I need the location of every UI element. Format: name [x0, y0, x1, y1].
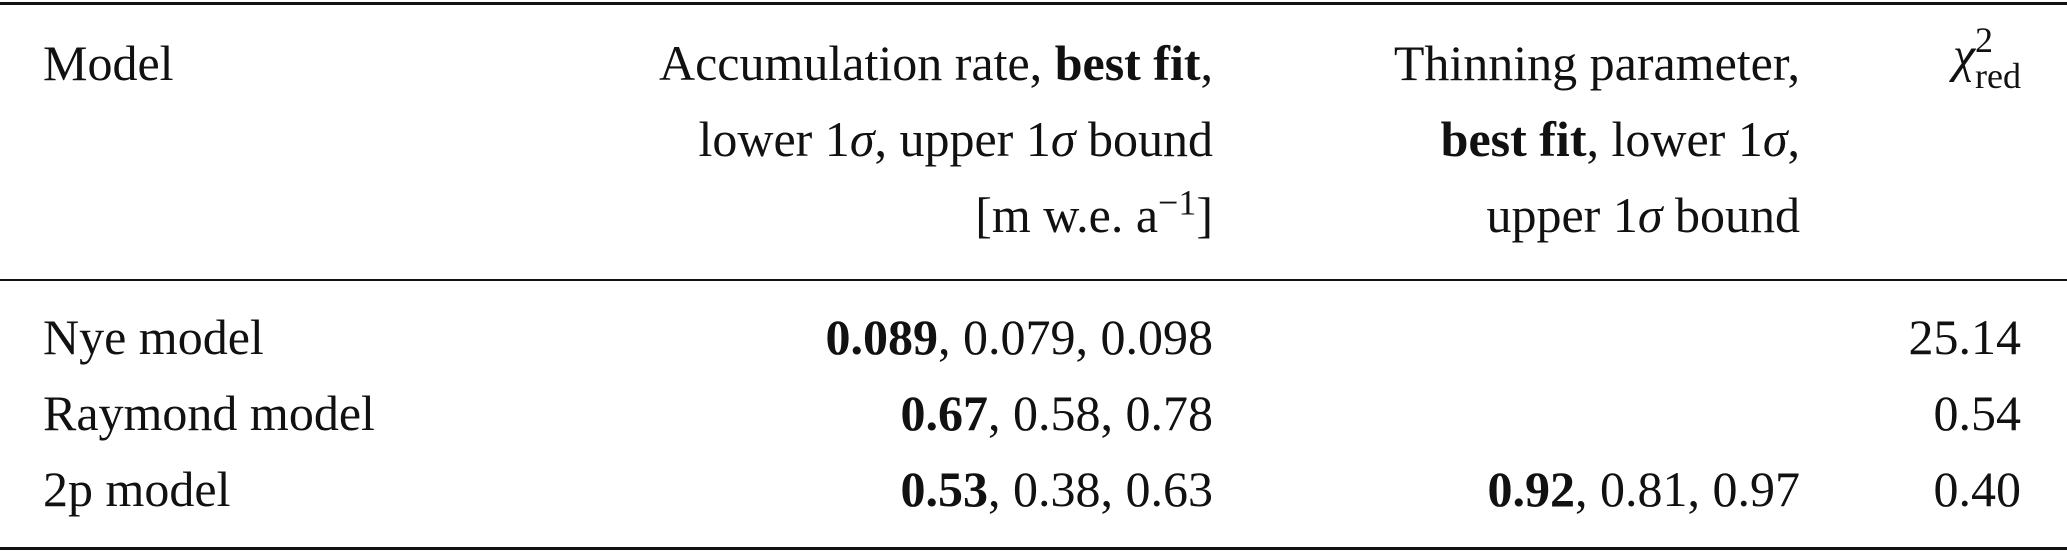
header-line: χ 2 red — [1953, 22, 2021, 96]
cell: 0.54 — [1934, 388, 2022, 438]
text-run: best fit — [1054, 35, 1201, 91]
text-run: Accumulation rate, — [659, 35, 1055, 91]
row-label: 2p model — [43, 464, 230, 514]
text-run: σ — [1762, 111, 1788, 167]
header-line: best fit, lower 1σ, — [1441, 114, 1800, 164]
text-run: ] — [1196, 187, 1213, 243]
text-run: [m w.e. a — [975, 187, 1159, 243]
top-rule — [0, 2, 2067, 5]
header-line: [m w.e. a−1] — [975, 184, 1213, 243]
text-run: χ — [1953, 26, 1976, 83]
cell: 0.92, 0.81, 0.97 — [1488, 464, 1801, 514]
text-run: , 0.81, 0.97 — [1575, 461, 1800, 517]
row-label: Nye model — [43, 312, 264, 362]
text-run: σ — [849, 111, 875, 167]
text-run: bound — [1662, 187, 1800, 243]
header-line: upper 1σ bound — [1486, 190, 1800, 240]
text-run: , — [1787, 111, 1801, 167]
header-line: lower 1σ, upper 1σ bound — [698, 114, 1213, 164]
header-line: Model — [43, 38, 174, 88]
cell: 0.53, 0.38, 0.63 — [901, 464, 1214, 514]
text-run: σ — [1050, 111, 1076, 167]
text-run: Raymond model — [43, 385, 375, 441]
text-run: bound — [1075, 111, 1213, 167]
text-run: −1 — [1158, 182, 1197, 223]
text-run: , 0.58, 0.78 — [988, 385, 1213, 441]
text-run: , lower 1 — [1586, 111, 1763, 167]
text-run: Thinning parameter, — [1393, 35, 1800, 91]
text-run: 0.54 — [1933, 385, 2022, 441]
text-run: red — [1975, 56, 2021, 96]
cell: 0.67, 0.58, 0.78 — [901, 388, 1214, 438]
header-line: Accumulation rate, best fit, — [659, 38, 1213, 88]
text-run: , 0.079, 0.098 — [938, 309, 1213, 365]
text-run: 0.53 — [900, 461, 989, 517]
text-run: 0.92 — [1487, 461, 1576, 517]
text-run: upper 1 — [1486, 187, 1638, 243]
text-run: Nye model — [43, 309, 264, 365]
header-line: Thinning parameter, — [1394, 38, 1800, 88]
text-run: 25.14 — [1908, 309, 2022, 365]
text-run: Model — [43, 35, 174, 91]
cell: 0.40 — [1934, 464, 2022, 514]
cell: 25.14 — [1909, 312, 2022, 362]
text-run: 0.67 — [900, 385, 989, 441]
text-run: 2 — [1975, 20, 1994, 60]
mid-rule — [0, 279, 2067, 281]
bottom-rule — [0, 547, 2067, 550]
text-run: 0.40 — [1933, 461, 2022, 517]
text-run: lower 1 — [698, 111, 850, 167]
text-run: σ — [1637, 187, 1663, 243]
text-run: , upper 1 — [874, 111, 1051, 167]
row-label: Raymond model — [43, 388, 375, 438]
sup-sub-stack: 2 red — [1975, 22, 2021, 94]
text-run: best fit — [1440, 111, 1587, 167]
cell: 0.089, 0.079, 0.098 — [826, 312, 1214, 362]
text-run: , — [1200, 35, 1214, 91]
text-run: 0.089 — [825, 309, 939, 365]
text-run: 2p model — [43, 461, 231, 517]
text-run: , 0.38, 0.63 — [988, 461, 1213, 517]
